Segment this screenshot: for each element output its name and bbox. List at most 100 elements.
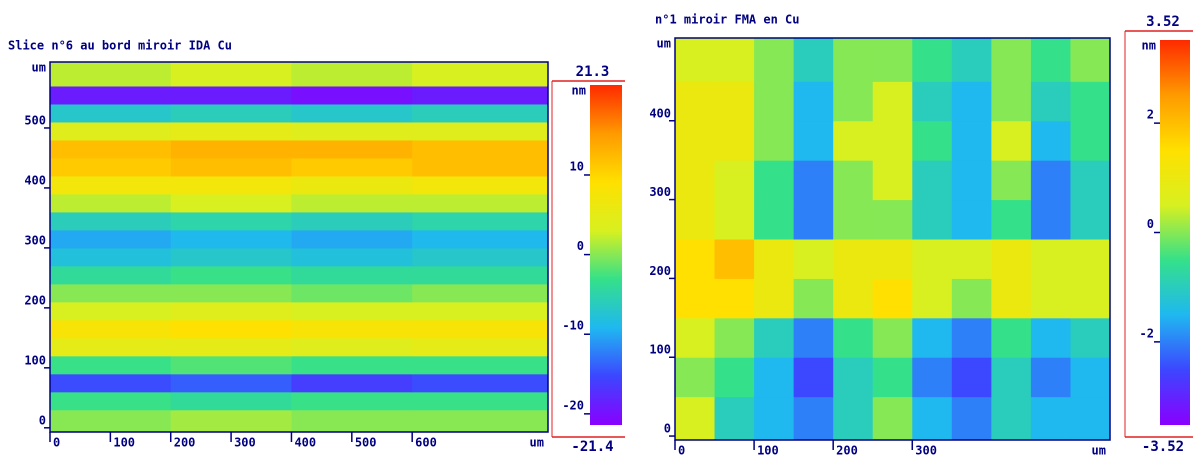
x-tick-label: 500 <box>355 436 377 450</box>
heatmap-cell <box>951 120 992 161</box>
heatmap-cell <box>170 355 292 375</box>
heatmap-cell <box>291 211 413 231</box>
heatmap-cell <box>412 121 548 141</box>
heatmap-cell <box>754 396 795 440</box>
heatmap-cell <box>714 38 755 82</box>
heatmap-cell <box>754 278 795 319</box>
colorbar <box>1160 40 1190 425</box>
heatmap-cell <box>951 160 992 201</box>
colorbar-min: -3.52 <box>1142 439 1184 455</box>
heatmap-cell <box>50 301 172 321</box>
heatmap-cell <box>991 120 1032 161</box>
heatmap-cell <box>675 120 716 161</box>
heatmap-cell <box>291 337 413 357</box>
heatmap-cell <box>833 396 874 440</box>
heatmap-cell <box>675 239 716 279</box>
heatmap-cell <box>793 357 834 398</box>
heatmap-cell <box>50 103 172 123</box>
heatmap-cell <box>833 357 874 398</box>
heatmap-cell <box>170 62 292 87</box>
heatmap-cell <box>1030 38 1071 82</box>
heatmap-cell <box>951 38 992 82</box>
heatmap-cell <box>412 265 548 285</box>
plot-frame <box>674 37 1111 441</box>
colorbar-min: -21.4 <box>571 439 613 455</box>
heatmap-cell <box>291 265 413 285</box>
x-axis-unit: um <box>1092 444 1106 456</box>
heatmap-cell <box>1070 38 1110 82</box>
colorbar-tick-label: -10 <box>562 319 584 333</box>
heatmap-cell <box>951 199 992 240</box>
plot-frame <box>49 61 549 433</box>
heatmap-cell <box>170 103 292 123</box>
colorbar-tick-label: -2 <box>1140 326 1154 340</box>
x-tick-label: 600 <box>415 436 437 450</box>
heatmap-cell <box>291 157 413 177</box>
heatmap-cell <box>170 157 292 177</box>
heatmap-cell <box>291 301 413 321</box>
y-tick-label: 300 <box>24 233 46 247</box>
heatmap-cell <box>793 317 834 358</box>
heatmap-cell <box>872 81 913 122</box>
heatmap-cell <box>793 160 834 201</box>
heatmap-cell <box>50 373 172 393</box>
heatmap-cell <box>793 81 834 122</box>
heatmap-cells <box>675 38 1110 440</box>
heatmap-cell <box>412 409 548 432</box>
heatmap-cell <box>291 229 413 249</box>
heatmap-cell <box>1070 160 1110 201</box>
heatmap-cell <box>951 357 992 398</box>
heatmap-cell <box>412 391 548 411</box>
heatmap-cell <box>714 199 755 240</box>
heatmap-cell <box>951 81 992 122</box>
heatmap-cell <box>951 278 992 319</box>
heatmap-cell <box>991 357 1032 398</box>
heatmap-cell <box>991 199 1032 240</box>
heatmap-cell <box>912 396 953 440</box>
heatmap-cell <box>291 193 413 213</box>
heatmap-cell <box>754 160 795 201</box>
heatmap-cell <box>1030 357 1071 398</box>
heatmap-cell <box>793 239 834 279</box>
heatmap-cell <box>951 239 992 279</box>
heatmap-cell <box>1070 81 1110 122</box>
heatmap-cell <box>1070 357 1110 398</box>
x-tick-label: 100 <box>757 444 779 456</box>
heatmap-cell <box>1030 199 1071 240</box>
heatmap-cell <box>872 160 913 201</box>
heatmap-cell <box>833 199 874 240</box>
heatmap-cell <box>170 373 292 393</box>
heatmap-cell <box>675 357 716 398</box>
heatmap-cell <box>412 355 548 375</box>
heatmap-cell <box>912 239 953 279</box>
y-tick-label: 200 <box>649 264 671 278</box>
heatmap-cell <box>833 120 874 161</box>
heatmap-cell <box>291 103 413 123</box>
heatmap-cell <box>170 85 292 105</box>
heatmap-cell <box>754 239 795 279</box>
heatmap-cell <box>412 193 548 213</box>
heatmap-cell <box>291 139 413 159</box>
heatmap-cell <box>291 247 413 267</box>
heatmap-cell <box>675 81 716 122</box>
heatmap-cell <box>991 38 1032 82</box>
heatmap-cell <box>714 81 755 122</box>
heatmap-cell <box>872 239 913 279</box>
y-axis-unit: um <box>32 61 46 75</box>
heatmap-cell <box>170 193 292 213</box>
y-tick-label: 0 <box>39 413 46 427</box>
heatmap-cell <box>50 319 172 339</box>
heatmap-cell <box>912 317 953 358</box>
heatmap-cell <box>170 175 292 195</box>
colorbar-max: 3.52 <box>1146 14 1180 30</box>
x-tick-label: 200 <box>836 444 858 456</box>
heatmap-cell <box>1030 396 1071 440</box>
heatmap-cell <box>1070 317 1110 358</box>
heatmap-cell <box>912 199 953 240</box>
heatmap-cell <box>793 199 834 240</box>
chart-title: Slice n°6 au bord miroir IDA Cu <box>8 39 232 53</box>
heatmap-cell <box>912 81 953 122</box>
y-tick-label: 500 <box>24 113 46 127</box>
heatmap-cell <box>412 283 548 303</box>
heatmap-cell <box>1030 160 1071 201</box>
